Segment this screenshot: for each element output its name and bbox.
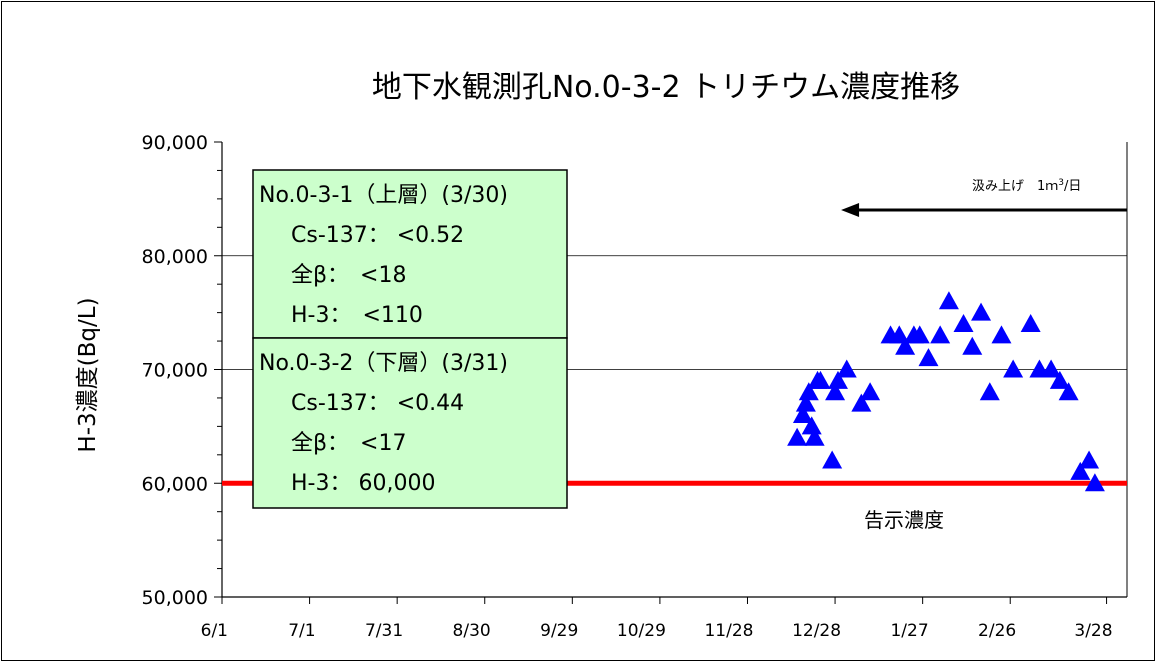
info-box	[252, 337, 568, 509]
data-point	[860, 382, 881, 401]
x-tick-label: 11/28	[704, 621, 753, 641]
data-point	[1084, 473, 1105, 492]
info-box-heading: No.0-3-1（上層）(3/30)	[259, 183, 508, 208]
info-box-heading: No.0-3-2（下層）(3/31)	[259, 351, 508, 376]
x-tick-label: 3/28	[1074, 621, 1112, 641]
chart-title: 地下水観測孔No.0-3-2 トリチウム濃度推移	[372, 70, 960, 105]
data-point	[962, 336, 983, 355]
data-points	[787, 291, 1105, 492]
data-point	[930, 325, 951, 344]
data-point	[991, 325, 1012, 344]
pumping-note: 汲み上げ 1ｍ3/日	[972, 178, 1081, 194]
data-point	[851, 393, 872, 412]
info-boxes: No.0-3-1（上層）(3/30) Cs-137： <0.52 全β： <18 H-…	[252, 169, 568, 509]
data-point	[895, 336, 916, 355]
info-box-line: Cs-137： <0.44	[291, 391, 464, 416]
y-tick-label: 60,000	[142, 473, 208, 495]
data-point	[810, 370, 831, 389]
info-box-line: 全β： <18	[291, 263, 406, 288]
data-point	[825, 382, 846, 401]
x-tick-label: 12/28	[792, 621, 841, 641]
x-tick-label: 9/29	[540, 621, 578, 641]
data-point	[918, 348, 939, 367]
data-point	[979, 382, 1000, 401]
y-axis-label: H-3濃度(Bq/L)	[75, 297, 101, 452]
data-point	[822, 450, 843, 469]
limit-label: 告示濃度	[864, 508, 944, 532]
x-tick-label: 8/30	[453, 621, 491, 641]
info-box-line: H-3： <110	[291, 303, 423, 328]
data-point	[801, 416, 822, 435]
y-tick-label: 70,000	[142, 360, 208, 382]
data-point	[953, 314, 974, 332]
pumping-note-superscript: 3	[1058, 178, 1064, 188]
y-tick-label: 80,000	[142, 246, 208, 268]
data-point	[938, 291, 959, 310]
chart-svg: 地下水観測孔No.0-3-2 トリチウム濃度推移 50,000 60,000 70,…	[75, 70, 1128, 641]
x-axis: 6/1 7/1 7/31 8/30 9/29 10/29 11/28 12/28 1/27 2/2…	[201, 597, 1113, 641]
x-tick-label: 1/27	[890, 621, 928, 641]
data-point	[971, 302, 992, 321]
data-point	[795, 393, 816, 412]
pumping-arrow-head	[841, 203, 860, 217]
y-tick-label: 90,000	[142, 132, 208, 154]
data-point	[804, 427, 825, 446]
data-point	[1003, 359, 1024, 378]
x-tick-label: 10/29	[617, 621, 666, 641]
info-box-line: Cs-137： <0.52	[291, 223, 464, 248]
info-box-line: 全β： <17	[291, 431, 406, 456]
data-point	[1049, 370, 1070, 389]
y-axis: 50,000 60,000 70,000 80,000 90,000	[142, 132, 222, 609]
data-point	[909, 325, 930, 344]
data-point	[792, 405, 813, 423]
data-point	[787, 427, 808, 446]
info-box	[252, 169, 568, 339]
data-point	[1079, 450, 1100, 469]
data-point	[1070, 461, 1091, 480]
x-tick-label: 2/26	[978, 621, 1016, 641]
data-point	[1041, 359, 1062, 378]
x-tick-label: 7/31	[365, 621, 403, 641]
x-tick-label: 6/1	[201, 621, 228, 641]
x-tick-label: 7/1	[288, 621, 315, 641]
pumping-note-suffix: /日	[1064, 179, 1081, 194]
y-tick-label: 50,000	[142, 587, 208, 609]
data-point	[1058, 382, 1079, 401]
data-point	[798, 382, 819, 401]
data-point	[836, 359, 857, 378]
pumping-arrow-group: 汲み上げ 1ｍ3/日	[841, 178, 1127, 217]
info-box-line: H-3： 60,000	[291, 471, 435, 496]
data-point	[827, 370, 848, 389]
data-point	[1020, 314, 1041, 332]
